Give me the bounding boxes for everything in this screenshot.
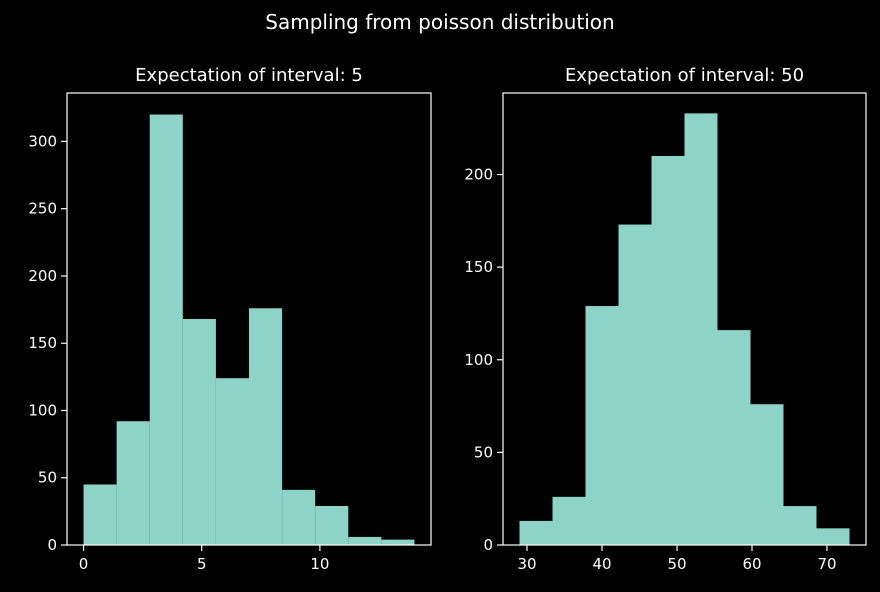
axes-frame (66, 92, 432, 546)
histogram-bar (783, 506, 817, 545)
histogram-bar (552, 496, 586, 545)
histogram-bar (348, 536, 382, 545)
y-tick-label: 0 (47, 536, 57, 554)
histogram-bar (83, 484, 117, 545)
x-tick-label: 60 (742, 555, 761, 573)
y-tick-label: 300 (28, 132, 57, 150)
histogram-bar (116, 421, 150, 545)
histogram-bar (651, 155, 685, 545)
histogram-bar (816, 528, 850, 545)
x-tick-label: 5 (197, 555, 207, 573)
histogram-bar (717, 330, 751, 545)
figure-suptitle: Sampling from poisson distribution (265, 10, 615, 34)
x-tick-label: 50 (667, 555, 686, 573)
x-tick-label: 10 (310, 555, 329, 573)
y-tick-label: 50 (38, 469, 57, 487)
histogram-bar (282, 489, 316, 545)
histogram-bar (215, 378, 249, 545)
y-tick-label: 250 (28, 200, 57, 218)
subplot-title: Expectation of interval: 50 (565, 65, 804, 86)
histogram-bar (585, 306, 619, 545)
x-tick-label: 30 (517, 555, 536, 573)
histogram-bar (519, 520, 553, 545)
histogram-bar (249, 308, 283, 545)
histogram-bar (149, 114, 183, 546)
histogram-bar (684, 113, 718, 546)
axes-frame (502, 92, 867, 546)
x-tick-label: 40 (592, 555, 611, 573)
histogram-bar (381, 539, 415, 545)
histogram-bar (618, 224, 652, 545)
y-tick-label: 0 (483, 536, 493, 554)
y-tick-label: 200 (464, 166, 493, 184)
y-tick-label: 200 (28, 267, 57, 285)
x-tick-label: 70 (817, 555, 836, 573)
y-tick-label: 100 (28, 401, 57, 419)
histogram-bar (182, 319, 216, 545)
histogram-bar (750, 404, 784, 545)
y-tick-label: 100 (464, 351, 493, 369)
x-tick-label: 0 (79, 555, 89, 573)
y-tick-label: 150 (464, 258, 493, 276)
y-tick-label: 150 (28, 334, 57, 352)
histogram-bar (315, 505, 349, 545)
subplot-right: 30 40 50 60 70 0 50 100 150 200 Expectation of int… (464, 65, 867, 573)
subplot-title: Expectation of interval: 5 (135, 65, 363, 86)
y-tick-label: 50 (474, 443, 493, 461)
